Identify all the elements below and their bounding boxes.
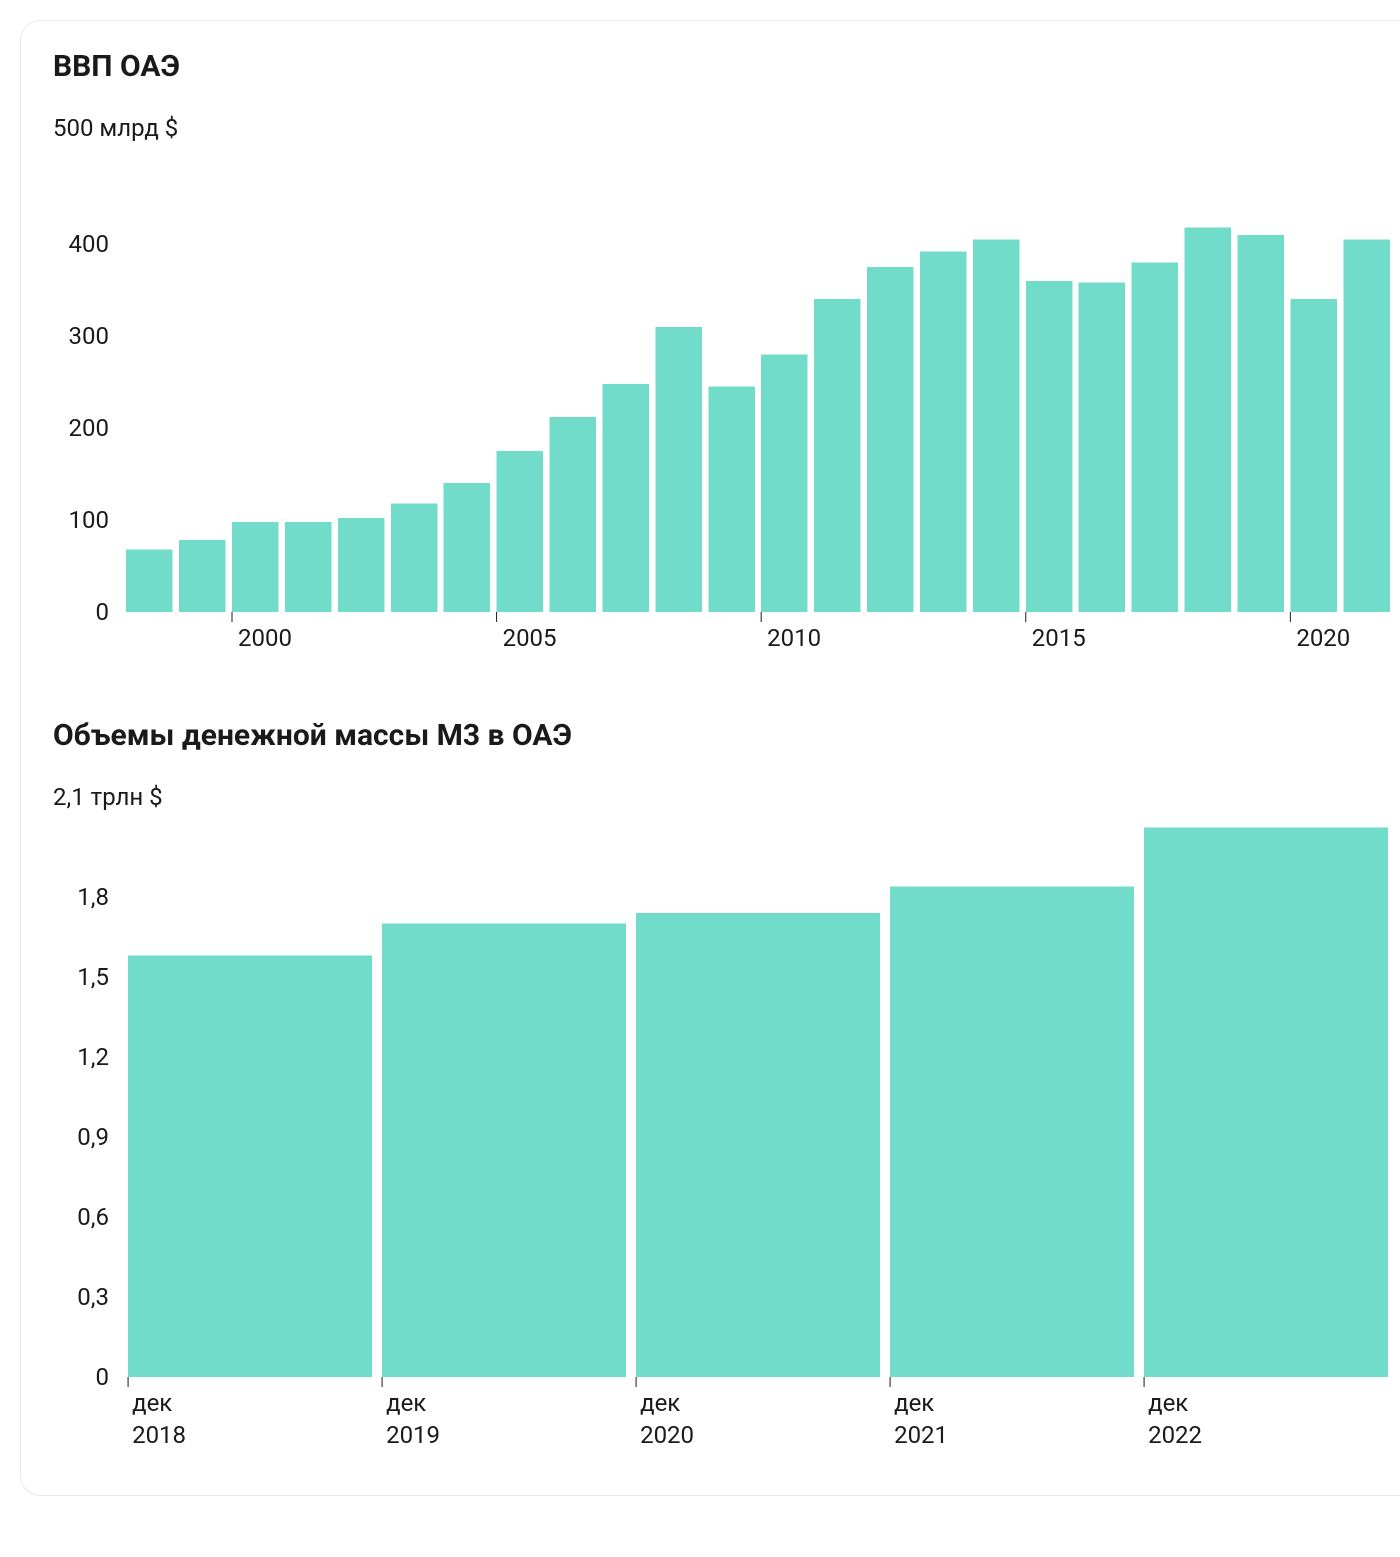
x-tick-label: 2010: [767, 624, 821, 652]
y-tick-label: 200: [69, 414, 109, 442]
y-tick-label: 0,6: [77, 1203, 109, 1231]
x-tick-label-line2: 2021: [894, 1421, 948, 1449]
x-tick-label-line1: дек: [132, 1389, 172, 1417]
y-tick-label: 400: [69, 230, 109, 258]
x-tick-label: 2020: [1296, 624, 1350, 652]
bar: [636, 913, 880, 1377]
x-tick-label-line1: дек: [894, 1389, 934, 1417]
bar: [1132, 262, 1179, 612]
bar: [391, 503, 438, 612]
gdp-chart-svg: 500 млрд $ 0 100 200 300 400 2000 2005 2010 2015 2…: [53, 102, 1393, 662]
chart-card: ВВП ОАЭ 500 млрд $ 0 100 200 300 400 2000 2005 2…: [20, 20, 1400, 1496]
bar: [550, 417, 597, 612]
x-tick-label-line2: 2022: [1148, 1421, 1202, 1449]
bar: [1026, 281, 1073, 612]
bar: [814, 299, 861, 612]
bar: [179, 540, 226, 612]
m3-chart: Объемы денежной массы М3 в ОАЭ 2,1 трлн …: [53, 718, 1387, 1463]
y-tick-label: 0: [96, 598, 110, 626]
x-tick-label-line1: дек: [386, 1389, 426, 1417]
x-tick-label-line2: 2018: [132, 1421, 186, 1449]
bar: [1290, 299, 1337, 612]
y-tick-label: 100: [69, 506, 109, 534]
bar: [1237, 235, 1284, 612]
chart-title: Объемы денежной массы М3 в ОАЭ: [53, 718, 1387, 753]
bar: [761, 354, 808, 612]
bar: [382, 924, 626, 1377]
y-tick-label: 1,8: [77, 883, 109, 911]
bar: [497, 451, 544, 612]
chart-separator: [53, 662, 1387, 718]
y-tick-label: 1,5: [77, 963, 109, 991]
x-tick-label-line2: 2020: [640, 1421, 694, 1449]
bar: [128, 956, 372, 1377]
gdp-chart: ВВП ОАЭ 500 млрд $ 0 100 200 300 400 2000 2005 2…: [53, 49, 1387, 662]
x-tick-label: 2000: [238, 624, 292, 652]
x-tick-label-line2: 2019: [386, 1421, 440, 1449]
bar: [285, 522, 332, 612]
x-tick-label: 2015: [1032, 624, 1086, 652]
chart-title: ВВП ОАЭ: [53, 49, 1387, 84]
x-tick-label-line1: дек: [1148, 1389, 1188, 1417]
y-tick-label: 1,2: [77, 1043, 109, 1071]
bar: [867, 267, 914, 612]
bar: [444, 483, 491, 612]
bar: [602, 384, 649, 612]
x-tick-label-line1: дек: [640, 1389, 680, 1417]
m3-chart-svg: 2,1 трлн $ 0 0,3 0,6 0,9 1,2 1,5 1,8 дек 2018 дек 2…: [53, 771, 1393, 1463]
bar: [1185, 227, 1232, 612]
bar: [655, 327, 702, 612]
bar: [973, 239, 1020, 612]
bar: [890, 886, 1134, 1377]
bar: [1144, 828, 1388, 1377]
x-tick-label: 2005: [503, 624, 557, 652]
y-unit-label: 2,1 трлн $: [53, 783, 163, 811]
y-tick-label: 0,9: [77, 1123, 109, 1151]
bar: [920, 251, 967, 612]
bar: [338, 518, 385, 612]
y-tick-label: 0,3: [77, 1283, 109, 1311]
bar: [1079, 283, 1126, 612]
y-tick-label: 0: [96, 1363, 110, 1391]
bar: [1343, 239, 1390, 612]
y-tick-label: 300: [69, 322, 109, 350]
bar: [708, 387, 755, 612]
bar: [232, 522, 279, 612]
bar: [126, 549, 173, 612]
y-unit-label: 500 млрд $: [53, 114, 178, 142]
